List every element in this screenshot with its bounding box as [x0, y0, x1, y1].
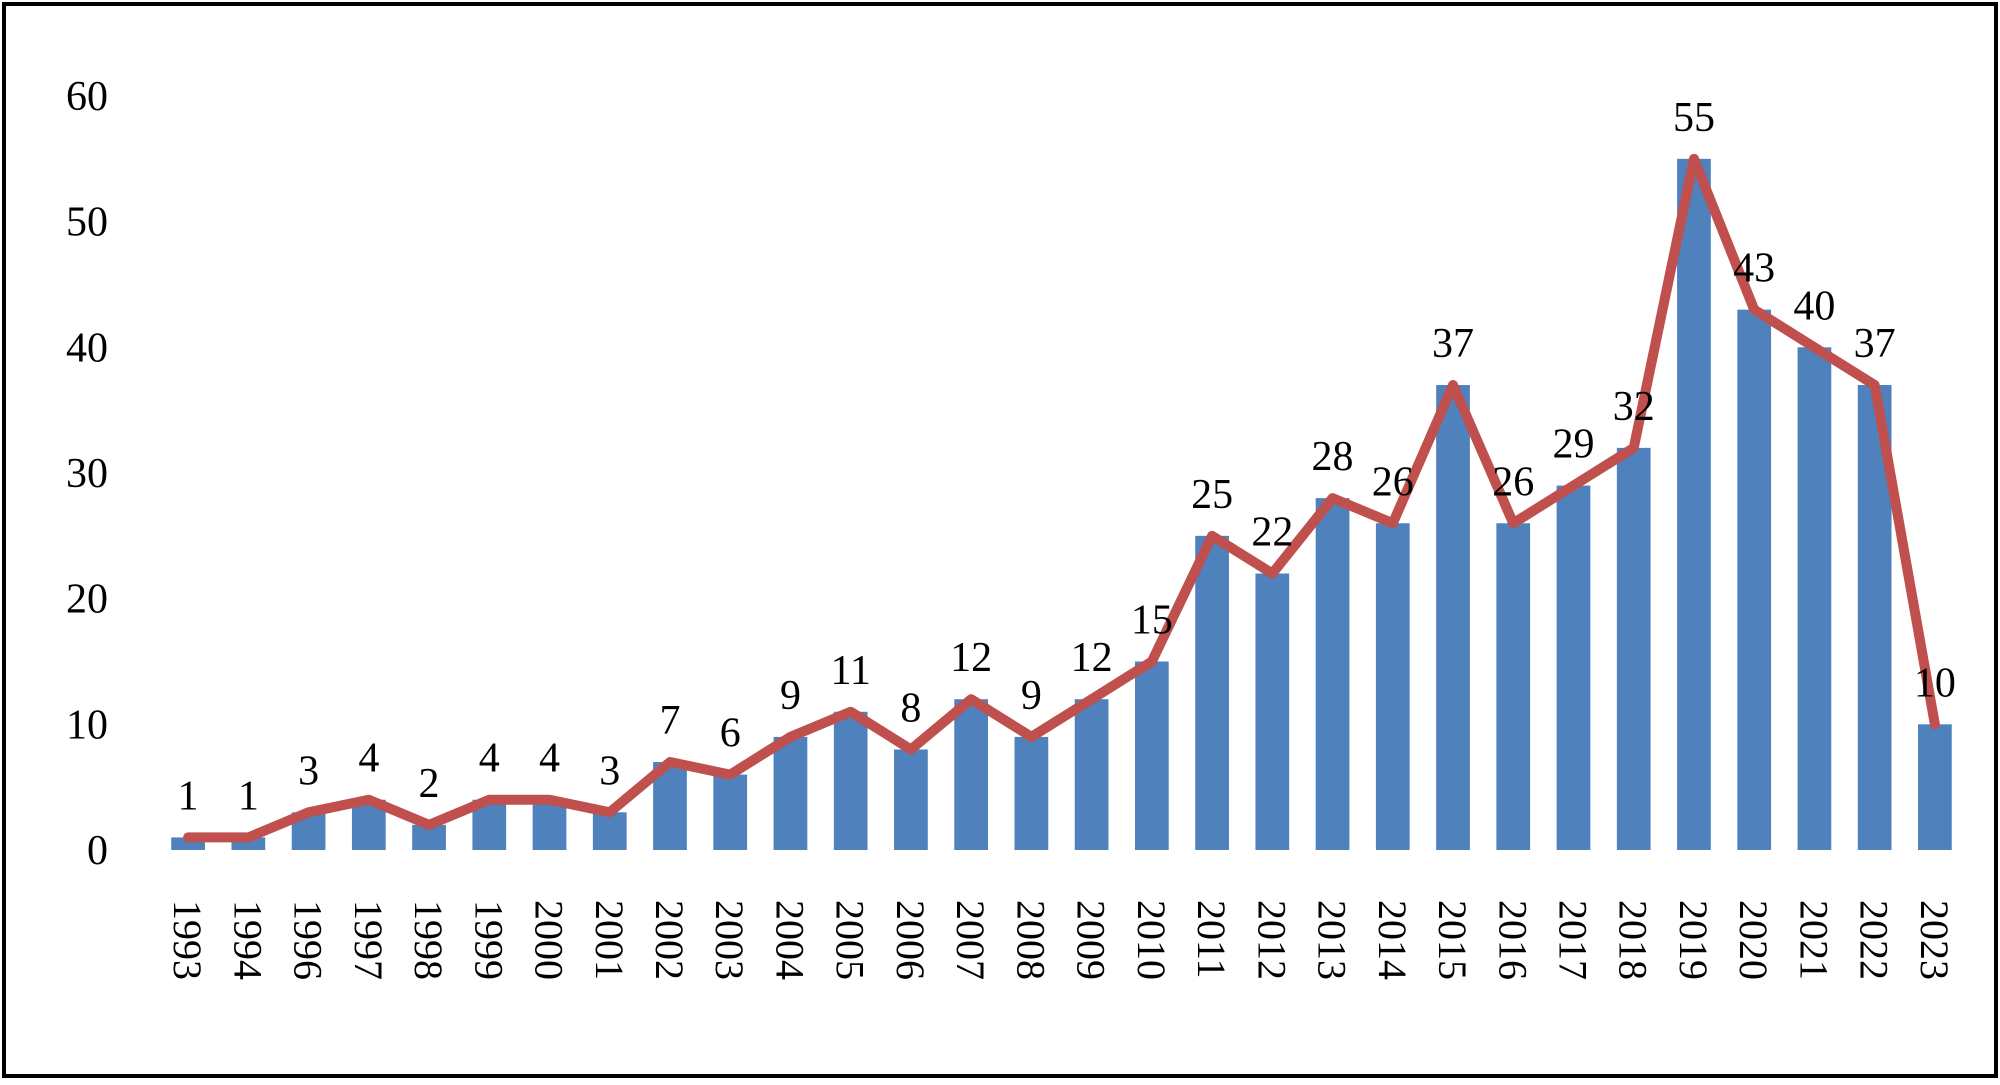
x-tick-label-2004: 2004 [767, 900, 812, 980]
data-labels: 1 13 424 4 37 6911812912152522282637262932554… [178, 95, 1956, 820]
data-label-2016: 26 [1492, 459, 1534, 505]
x-tick-label-2005: 2005 [828, 900, 873, 980]
data-label-2007: 12 [950, 635, 992, 681]
x-tick-label-2023: 2023 [1912, 900, 1957, 980]
bar-2001 [592, 812, 627, 850]
bar-2003 [713, 774, 748, 850]
bar-2014 [1375, 523, 1410, 850]
x-tick-label-2000: 2000 [527, 900, 572, 980]
bar-2005 [833, 711, 868, 850]
data-label-1993: 1 [178, 773, 199, 819]
x-tick-label-1998: 1998 [406, 900, 451, 980]
x-tick-label-2013: 2013 [1310, 900, 1355, 980]
data-label-2010: 15 [1131, 598, 1173, 644]
y-tick-label: 20 [66, 577, 108, 623]
x-tick-label-2016: 2016 [1490, 900, 1535, 980]
bar-2018 [1616, 447, 1651, 850]
data-label-2019: 55 [1673, 95, 1715, 141]
data-label-2022: 37 [1854, 321, 1896, 367]
data-label-1998: 2 [419, 761, 440, 807]
x-tick-label-2008: 2008 [1008, 900, 1053, 980]
y-tick-label: 10 [66, 702, 108, 748]
data-label-2006: 8 [900, 685, 921, 731]
data-label-2002: 7 [659, 698, 680, 744]
x-tick-label-2011: 2011 [1189, 900, 1234, 979]
data-label-2017: 29 [1552, 422, 1594, 468]
data-label-1997: 4 [358, 736, 379, 782]
x-tick-label-2012: 2012 [1249, 900, 1294, 980]
bar-2009 [1074, 699, 1109, 850]
bar-2011 [1195, 535, 1229, 850]
x-tick-label-2002: 2002 [647, 900, 692, 980]
x-tick-label-2018: 2018 [1611, 900, 1656, 980]
data-label-2005: 11 [830, 648, 870, 694]
x-tick-label-1994: 1994 [225, 900, 270, 980]
x-axis-ticks: 1993 1994 1996 1997 1998 1999 2000 2001 2002 2003… [165, 900, 1957, 980]
data-label-1999: 4 [479, 736, 500, 782]
bar-2021 [1797, 347, 1832, 850]
x-tick-label-2014: 2014 [1370, 900, 1415, 980]
y-axis-ticks: 0 10 20 30 40 50 60 [66, 74, 108, 874]
x-tick-label-1993: 1993 [165, 900, 210, 980]
x-tick-label-2010: 2010 [1129, 900, 1174, 980]
y-tick-label: 0 [87, 828, 108, 874]
bar-2023 [1918, 724, 1952, 850]
trend-line [183, 153, 1940, 843]
y-tick-label: 30 [66, 451, 108, 497]
data-label-1996: 3 [298, 748, 319, 794]
x-tick-label-2020: 2020 [1731, 900, 1776, 980]
bar-2000 [532, 799, 567, 850]
data-label-2008: 9 [1021, 673, 1042, 719]
data-label-2018: 32 [1613, 384, 1655, 430]
data-label-2015: 37 [1432, 321, 1474, 367]
data-label-2000: 4 [539, 736, 560, 782]
data-label-2003: 6 [720, 711, 741, 757]
x-tick-label-2007: 2007 [948, 900, 993, 980]
x-tick-label-2009: 2009 [1069, 900, 1114, 980]
bar-2016 [1496, 523, 1531, 850]
data-label-2023: 10 [1914, 660, 1956, 706]
x-tick-label-2006: 2006 [888, 900, 933, 980]
x-tick-label-1999: 1999 [466, 900, 511, 980]
data-label-2004: 9 [780, 673, 801, 719]
x-tick-label-2017: 2017 [1550, 900, 1595, 980]
x-tick-label-2015: 2015 [1430, 900, 1475, 980]
x-tick-label-2003: 2003 [707, 900, 752, 980]
x-tick-label-1996: 1996 [286, 900, 331, 980]
bars-layer [171, 158, 1952, 850]
bar-2019 [1677, 158, 1711, 850]
y-tick-label: 40 [66, 325, 108, 371]
x-tick-label-2022: 2022 [1852, 900, 1897, 980]
bar-2017 [1556, 485, 1591, 850]
bar-2020 [1737, 309, 1772, 850]
bar-2015 [1436, 385, 1470, 850]
line-layer [183, 153, 1940, 843]
bar-2010 [1134, 661, 1169, 850]
bar-2007 [954, 699, 989, 850]
y-tick-label: 60 [66, 74, 108, 120]
data-label-1994: 1 [238, 773, 259, 819]
x-tick-label-2021: 2021 [1791, 900, 1836, 980]
data-label-2021: 40 [1793, 283, 1835, 329]
data-label-2012: 22 [1251, 510, 1293, 556]
data-label-2020: 43 [1733, 246, 1775, 292]
x-tick-label-1997: 1997 [346, 900, 391, 980]
x-tick-label-2001: 2001 [587, 900, 632, 980]
x-tick-label-2019: 2019 [1671, 900, 1716, 980]
data-label-2011: 25 [1191, 472, 1233, 518]
bar-2004 [773, 736, 808, 850]
y-tick-label: 50 [66, 200, 108, 246]
bar-2006 [894, 749, 928, 850]
data-label-2013: 28 [1312, 434, 1354, 480]
data-label-2014: 26 [1372, 459, 1414, 505]
data-label-2001: 3 [599, 748, 620, 794]
bar-2008 [1014, 736, 1049, 850]
data-label-2009: 12 [1071, 635, 1113, 681]
bar-2013 [1315, 498, 1350, 850]
bar-2012 [1255, 573, 1290, 850]
